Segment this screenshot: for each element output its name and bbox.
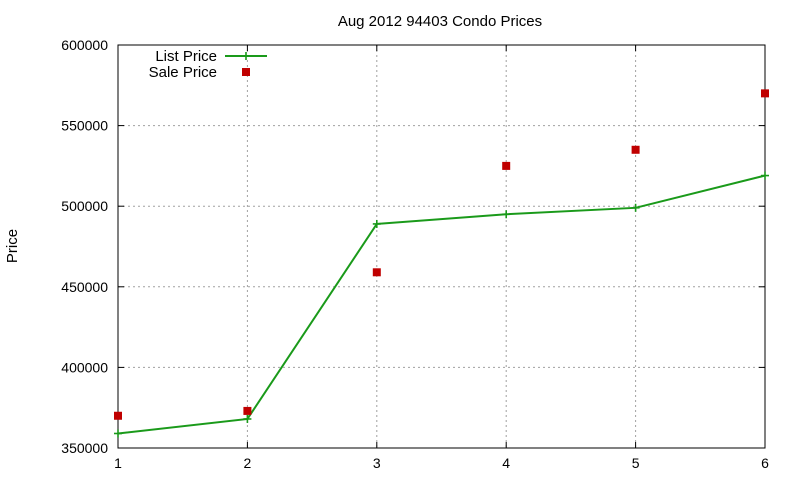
data-point-list-price	[243, 414, 252, 423]
y-tick-label: 500000	[61, 198, 108, 214]
y-tick-label: 350000	[61, 440, 108, 456]
x-tick-label: 5	[632, 455, 640, 471]
y-axis-label: Price	[4, 229, 21, 263]
plot-border	[117, 44, 766, 449]
x-tick-label: 1	[114, 455, 122, 471]
x-tick-label: 2	[244, 455, 252, 471]
data-point-list-price	[114, 429, 122, 438]
data-point-sale-price	[502, 161, 511, 170]
y-tick-label: 550000	[61, 118, 108, 134]
data-point-sale-price	[243, 406, 252, 415]
data-point-list-price	[372, 219, 381, 228]
y-tick-label: 450000	[61, 279, 108, 295]
legend-marker-list-price	[242, 52, 250, 60]
data-point-sale-price	[631, 145, 640, 154]
data-point-sale-price	[372, 268, 381, 277]
data-point-list-price	[502, 210, 511, 219]
x-tick-label: 6	[761, 455, 769, 471]
x-tick-label: 3	[373, 455, 381, 471]
series-sale-price	[114, 89, 769, 420]
axis-ticks: 1 2 3 4 5 6 350000 400000 450000 500000 550000 6000…	[61, 37, 769, 471]
legend-label-sale-price: Sale Price	[149, 64, 217, 81]
series-line-list-price	[117, 174, 766, 435]
legend-label-list-price: List Price	[155, 48, 217, 65]
data-point-sale-price	[114, 411, 122, 420]
chart-title: Aug 2012 94403 Condo Prices	[338, 13, 542, 30]
y-tick-label: 600000	[61, 37, 108, 53]
data-point-list-price	[631, 203, 640, 212]
series-layer	[114, 89, 769, 438]
y-tick-label: 400000	[61, 359, 108, 375]
legend-swatch-sale-price	[242, 68, 250, 76]
data-point-list-price	[761, 171, 769, 180]
series-list-price	[114, 171, 769, 438]
grid-lines	[118, 45, 765, 448]
data-point-sale-price	[761, 89, 769, 98]
x-tick-label: 4	[502, 455, 510, 471]
